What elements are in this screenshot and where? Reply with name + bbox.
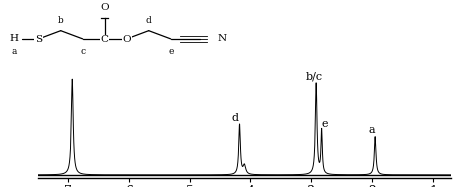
Text: S: S [35, 35, 42, 45]
Text: e: e [168, 47, 173, 56]
Text: d: d [232, 113, 239, 123]
Text: b: b [58, 16, 63, 25]
Text: a: a [12, 47, 17, 56]
Text: C: C [101, 35, 109, 45]
Text: c: c [80, 47, 85, 56]
Text: e: e [321, 119, 328, 129]
Text: b/c: b/c [306, 72, 323, 82]
Text: N: N [218, 34, 227, 43]
Text: a: a [369, 125, 376, 135]
Text: H: H [10, 34, 19, 43]
Text: O: O [101, 3, 109, 12]
Text: d: d [146, 16, 152, 25]
Text: O: O [122, 35, 131, 45]
